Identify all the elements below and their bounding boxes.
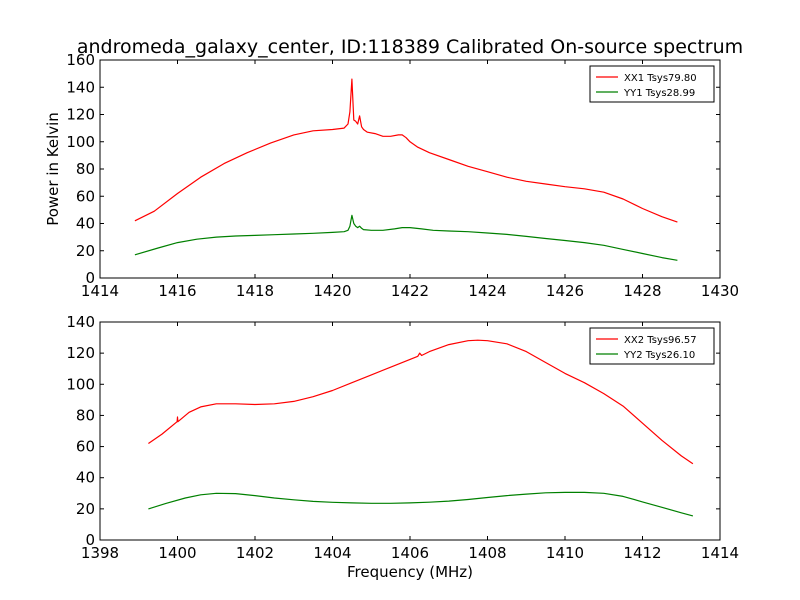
y-tick-label: 60: [76, 187, 95, 205]
x-tick-label: 1406: [391, 544, 429, 562]
y-tick-label: 100: [66, 375, 95, 393]
x-tick-label: 1422: [391, 282, 429, 300]
x-tick-label: 1424: [468, 282, 506, 300]
top-panel: 1414 1416 1418 1420 1422 1424 1426 1428 1430 0 20 4…: [44, 51, 739, 300]
y-tick-label: 160: [66, 51, 95, 69]
bottom-panel: 1398 1400 1402 1404 1406 1408 1410 1412 1414 0 20 4…: [66, 313, 739, 581]
y-tick-label: 40: [76, 215, 95, 233]
y-tick-label: 60: [76, 438, 95, 456]
x-tick-label: 1400: [158, 544, 196, 562]
y-axis-label: Power in Kelvin: [44, 112, 62, 226]
series-line-xx1: [134, 78, 678, 223]
x-tick-label: 1430: [701, 282, 739, 300]
series-line-yy2: [148, 491, 694, 517]
y-tick-label: 20: [76, 500, 95, 518]
x-tick-label: 1428: [623, 282, 661, 300]
chart-title: andromeda_galaxy_center, ID:118389 Calib…: [77, 36, 743, 58]
legend-box: [589, 327, 715, 365]
x-tick-label: 1420: [313, 282, 351, 300]
x-tick-label: 1408: [468, 544, 506, 562]
x-tick-label: 1414: [81, 282, 119, 300]
x-tick-label: 1412: [623, 544, 661, 562]
legend-entry: YY1 Tsys28.99: [623, 88, 695, 99]
y-tick-label: 0: [85, 531, 95, 549]
x-axis-label: Frequency (MHz): [347, 563, 473, 581]
x-tick-label: 1416: [158, 282, 196, 300]
y-tick-label: 20: [76, 242, 95, 260]
series-line-yy1: [134, 214, 678, 261]
y-tick-label: 40: [76, 469, 95, 487]
y-tick-label: 80: [76, 406, 95, 424]
y-tick-label: 120: [66, 344, 95, 362]
y-tick-label: 100: [66, 133, 95, 151]
legend-entry: XX2 Tsys96.57: [624, 335, 697, 346]
y-tick-label: 140: [66, 78, 95, 96]
y-tick-label: 0: [85, 269, 95, 287]
x-tick-label: 1414: [701, 544, 739, 562]
x-tick-label: 1426: [546, 282, 584, 300]
x-tick-label: 1402: [236, 544, 274, 562]
legend-box: [589, 65, 715, 103]
x-tick-label: 1418: [236, 282, 274, 300]
x-tick-label: 1410: [546, 544, 584, 562]
series-line-xx2: [148, 339, 694, 465]
y-tick-label: 80: [76, 160, 95, 178]
y-tick-label: 140: [66, 313, 95, 331]
x-tick-label: 1398: [81, 544, 119, 562]
legend-entry: YY2 Tsys26.10: [623, 350, 695, 361]
y-tick-label: 120: [66, 106, 95, 124]
x-tick-label: 1404: [313, 544, 351, 562]
legend-entry: XX1 Tsys79.80: [624, 73, 697, 84]
